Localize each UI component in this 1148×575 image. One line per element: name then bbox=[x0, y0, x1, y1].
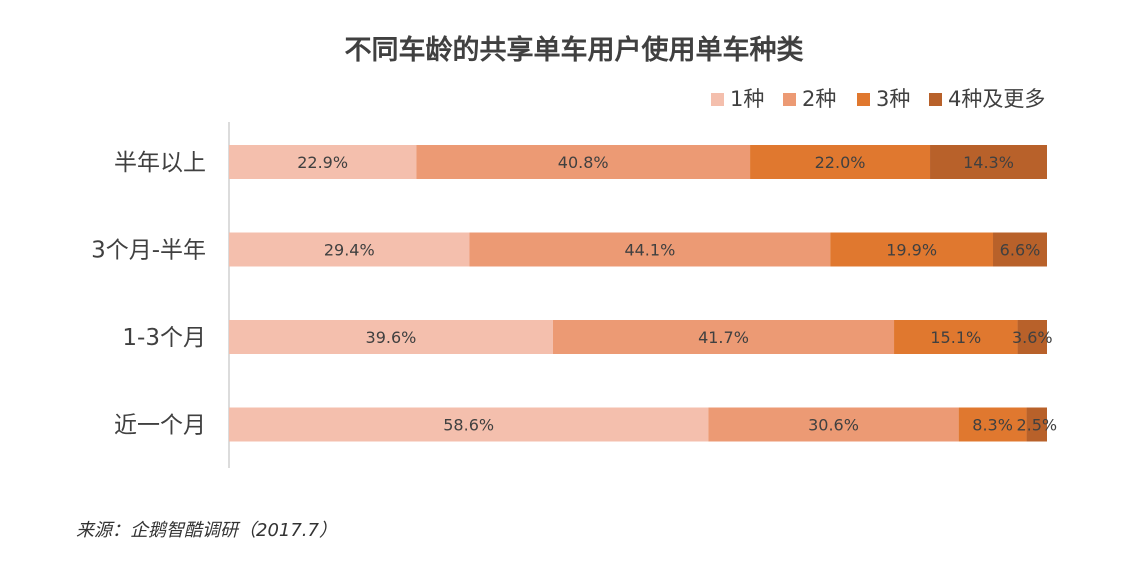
legend-swatch-1 bbox=[783, 93, 796, 106]
bar-cat1-s0 bbox=[229, 232, 470, 267]
stacked-bar-chart: 1种 2种 3种 4种及更多 22.9% 40.8% 22.0% 14.3% 29.4% 44.… bbox=[91, 87, 1057, 468]
category-label-cat0: 半年以上 bbox=[114, 150, 206, 176]
data-label-cat2-s3: 3.6% bbox=[1012, 328, 1053, 347]
category-label-cat2: 1-3个月 bbox=[122, 325, 206, 351]
legend-label-3: 4种及更多 bbox=[948, 87, 1045, 111]
data-label-cat0-s0: 22.9% bbox=[297, 153, 348, 172]
data-label-cat0-s1: 40.8% bbox=[558, 153, 609, 172]
category-label-cat3: 近一个月 bbox=[114, 413, 206, 439]
data-label-cat1-s2: 19.9% bbox=[886, 241, 937, 260]
bar-cat1-s3 bbox=[993, 232, 1047, 267]
chart-title: 不同车龄的共享单车用户使用单车种类 bbox=[344, 35, 804, 66]
legend-label-2: 3种 bbox=[876, 87, 910, 111]
legend-swatch-3 bbox=[929, 93, 942, 106]
data-label-cat1-s3: 6.6% bbox=[1000, 241, 1041, 260]
bar-cat0-s3 bbox=[930, 145, 1047, 179]
legend-swatch-0 bbox=[711, 93, 724, 106]
category-label-cat1: 3个月-半年 bbox=[91, 238, 206, 264]
data-label-cat2-s0: 39.6% bbox=[366, 328, 417, 347]
bar-cat1-s2 bbox=[830, 232, 994, 267]
data-label-cat3-s1: 30.6% bbox=[808, 416, 859, 435]
bar-cat3-s0 bbox=[229, 407, 709, 442]
legend-label-1: 2种 bbox=[802, 87, 836, 111]
data-label-cat1-s0: 29.4% bbox=[324, 241, 375, 260]
bar-cat2-s0 bbox=[229, 320, 553, 354]
data-label-cat2-s1: 41.7% bbox=[698, 328, 749, 347]
data-label-cat3-s3: 2.5% bbox=[1016, 416, 1057, 435]
bar-cat0-s2 bbox=[750, 145, 931, 179]
data-label-cat2-s2: 15.1% bbox=[930, 328, 981, 347]
data-label-cat0-s2: 22.0% bbox=[815, 153, 866, 172]
bar-cat2-s2 bbox=[894, 320, 1018, 354]
bar-cat3-s3 bbox=[1026, 407, 1047, 442]
bar-cat1-s1 bbox=[469, 232, 831, 267]
legend: 1种 2种 3种 4种及更多 bbox=[711, 87, 1045, 111]
bar-cat2-s1 bbox=[552, 320, 895, 354]
bars-group: 22.9% 40.8% 22.0% 14.3% 29.4% 44.1% 19.9% 6.6% 3… bbox=[229, 145, 1057, 442]
data-label-cat3-s2: 8.3% bbox=[972, 416, 1013, 435]
source-note: 来源：企鹅智酷调研（2017.7） bbox=[76, 520, 337, 541]
bar-cat0-s1 bbox=[416, 145, 751, 179]
legend-swatch-2 bbox=[857, 93, 870, 106]
data-label-cat3-s0: 58.6% bbox=[443, 416, 494, 435]
data-label-cat1-s1: 44.1% bbox=[624, 241, 675, 260]
bar-cat3-s2 bbox=[958, 407, 1027, 442]
data-label-cat0-s3: 14.3% bbox=[963, 153, 1014, 172]
bar-cat0-s0 bbox=[229, 145, 417, 179]
bar-cat2-s3 bbox=[1017, 320, 1047, 354]
bar-cat3-s1 bbox=[708, 407, 959, 442]
legend-label-0: 1种 bbox=[730, 87, 764, 111]
